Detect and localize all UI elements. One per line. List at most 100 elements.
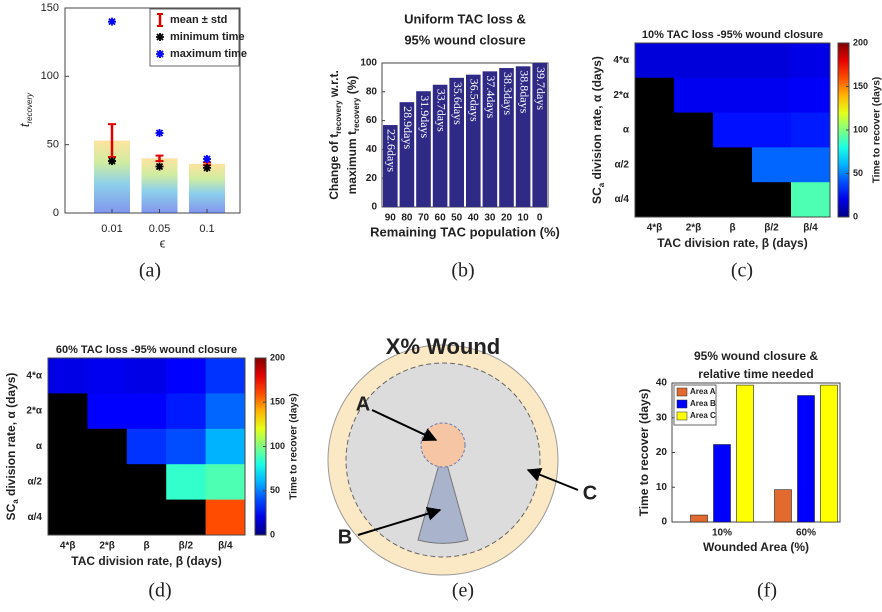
heatmap-cell	[166, 464, 207, 501]
legend-label: minimum time	[170, 31, 245, 43]
heatmap-cell	[674, 147, 714, 183]
heatmap-cell	[752, 147, 792, 183]
y-tick-label: 0	[371, 202, 377, 213]
x-tick-label: 2*β	[99, 541, 115, 552]
heatmap-cell	[126, 393, 167, 430]
bar-label: 28.9days	[401, 106, 415, 149]
bar	[465, 74, 481, 207]
legend-swatch	[676, 399, 688, 409]
label-part: recovery	[25, 92, 34, 124]
heatmap-cell	[48, 464, 88, 501]
colorbar-tick-label: 50	[270, 485, 280, 495]
y-tick-label: 20	[366, 173, 378, 184]
heatmap-cell	[713, 77, 753, 114]
bar	[736, 384, 754, 523]
x-tick-label: 10	[518, 213, 530, 224]
heatmap-cell	[87, 393, 128, 430]
heatmap-cell	[713, 182, 753, 218]
colorbar-tick-label: 200	[270, 352, 285, 362]
heatmap-cell	[791, 182, 831, 218]
star-marker	[108, 17, 116, 26]
x-tick-label: 40	[468, 213, 480, 224]
y-tick-label: 100	[360, 58, 377, 69]
heatmap-cell	[635, 182, 675, 218]
label-part: t	[17, 122, 32, 127]
x-tick-label: 10%	[712, 528, 732, 539]
y-axis-label: SCa division rate, α (days)	[4, 373, 20, 521]
bar-label: 37.4days	[484, 75, 498, 118]
heatmap-cell	[752, 77, 792, 114]
chart-title: Uniform TAC loss &	[404, 11, 526, 26]
colorbar-tick-label: 150	[270, 397, 285, 407]
arrow-a	[371, 409, 438, 441]
x-tick-label: 4*β	[647, 223, 663, 234]
legend-box	[149, 8, 240, 67]
colorbar-tick-label: 50	[853, 168, 863, 178]
y-axis-label: maximum trecovery (%)	[345, 76, 361, 195]
wound-diagram: X% Wound A B C	[327, 334, 597, 576]
label-part: a	[597, 182, 606, 187]
label-part: SC	[4, 503, 18, 520]
heatmap-cell	[48, 428, 88, 465]
x-axis-label: Wounded Area (%)	[703, 540, 809, 554]
heatmap-cell	[674, 77, 714, 114]
caption: (f)	[757, 580, 777, 602]
bar-label: 39.7days	[534, 67, 548, 110]
x-tick-label: 70	[418, 213, 430, 224]
y-tick-label: α/2	[615, 159, 630, 170]
heatmap-cell	[87, 358, 128, 394]
y-tick-label: 20	[656, 447, 668, 458]
y-axis-label: Change of trecovery w.r.t.	[327, 70, 343, 200]
heatmap-cell	[126, 358, 167, 394]
bar	[449, 77, 465, 207]
heatmap-cell	[752, 112, 792, 148]
plot-frame	[634, 42, 831, 218]
bar	[399, 102, 415, 207]
bar	[499, 68, 514, 207]
distribution	[189, 163, 225, 213]
chart-title: 95% wound closure &	[694, 349, 818, 363]
heatmap-cell	[674, 43, 714, 79]
colorbar-tick-label: 100	[270, 441, 285, 451]
heatmap-cell	[48, 358, 88, 394]
bar	[515, 66, 531, 207]
y-tick-label: 150	[41, 2, 59, 14]
heatmap-cell	[713, 147, 753, 183]
x-tick-label: β/2	[764, 223, 779, 234]
star-marker	[155, 162, 164, 171]
bar	[416, 91, 431, 207]
area-a	[420, 422, 466, 468]
y-tick-label: 80	[366, 86, 378, 97]
caption: (c)	[731, 260, 753, 282]
heatmap-cell	[205, 499, 246, 536]
heatmap-cell	[166, 428, 207, 465]
y-tick-label: 40	[366, 144, 378, 155]
x-axis-label: TAC division rate, β (days)	[657, 236, 807, 250]
x-tick-label: 60%	[796, 528, 816, 539]
y-axis-label: trecovery	[17, 92, 34, 127]
y-tick-label: 30	[656, 412, 668, 423]
colorbar-tick-label: 0	[270, 529, 275, 539]
bar	[797, 395, 815, 523]
heatmap-cell	[713, 43, 753, 79]
heatmap-cell	[752, 43, 792, 79]
label-part: recovery	[352, 97, 361, 131]
caption: (a)	[139, 260, 161, 282]
x-axis-label: Remaining TAC population (%)	[370, 224, 560, 239]
bar-label: 22.6days	[385, 129, 399, 172]
star-marker	[108, 157, 116, 166]
y-tick-label: 60	[366, 115, 378, 126]
heatmap-cell	[87, 499, 128, 536]
plot-frame	[47, 357, 246, 536]
arrow-c	[526, 468, 579, 491]
bar	[690, 514, 708, 523]
x-tick-label: β/4	[218, 541, 233, 552]
bar	[382, 125, 398, 207]
label-part: (%)	[345, 76, 359, 98]
y-tick-label: 4*α	[613, 55, 629, 66]
star-marker	[203, 163, 211, 172]
label-c: C	[583, 482, 597, 504]
bar-label: 38.3days	[501, 72, 515, 115]
y-tick-label: 2*α	[613, 90, 629, 101]
x-tick-label: 0.01	[101, 223, 122, 235]
